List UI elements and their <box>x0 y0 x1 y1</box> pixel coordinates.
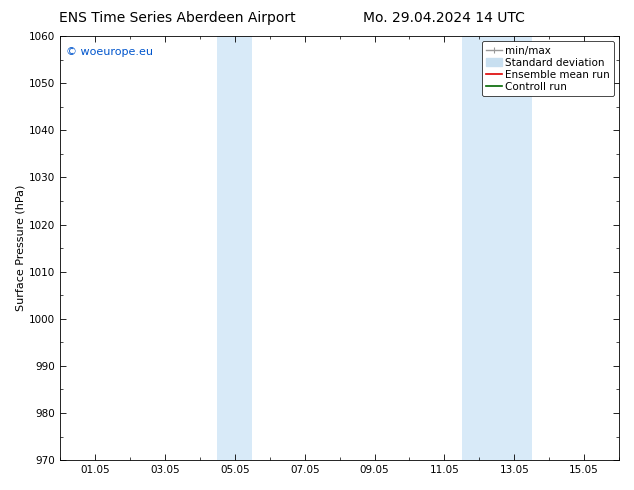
Text: © woeurope.eu: © woeurope.eu <box>66 47 153 57</box>
Bar <box>462 36 497 460</box>
Legend: min/max, Standard deviation, Ensemble mean run, Controll run: min/max, Standard deviation, Ensemble me… <box>482 41 614 96</box>
Text: Mo. 29.04.2024 14 UTC: Mo. 29.04.2024 14 UTC <box>363 11 525 25</box>
Bar <box>497 36 532 460</box>
Bar <box>217 36 252 460</box>
Text: ENS Time Series Aberdeen Airport: ENS Time Series Aberdeen Airport <box>59 11 296 25</box>
Y-axis label: Surface Pressure (hPa): Surface Pressure (hPa) <box>15 185 25 311</box>
